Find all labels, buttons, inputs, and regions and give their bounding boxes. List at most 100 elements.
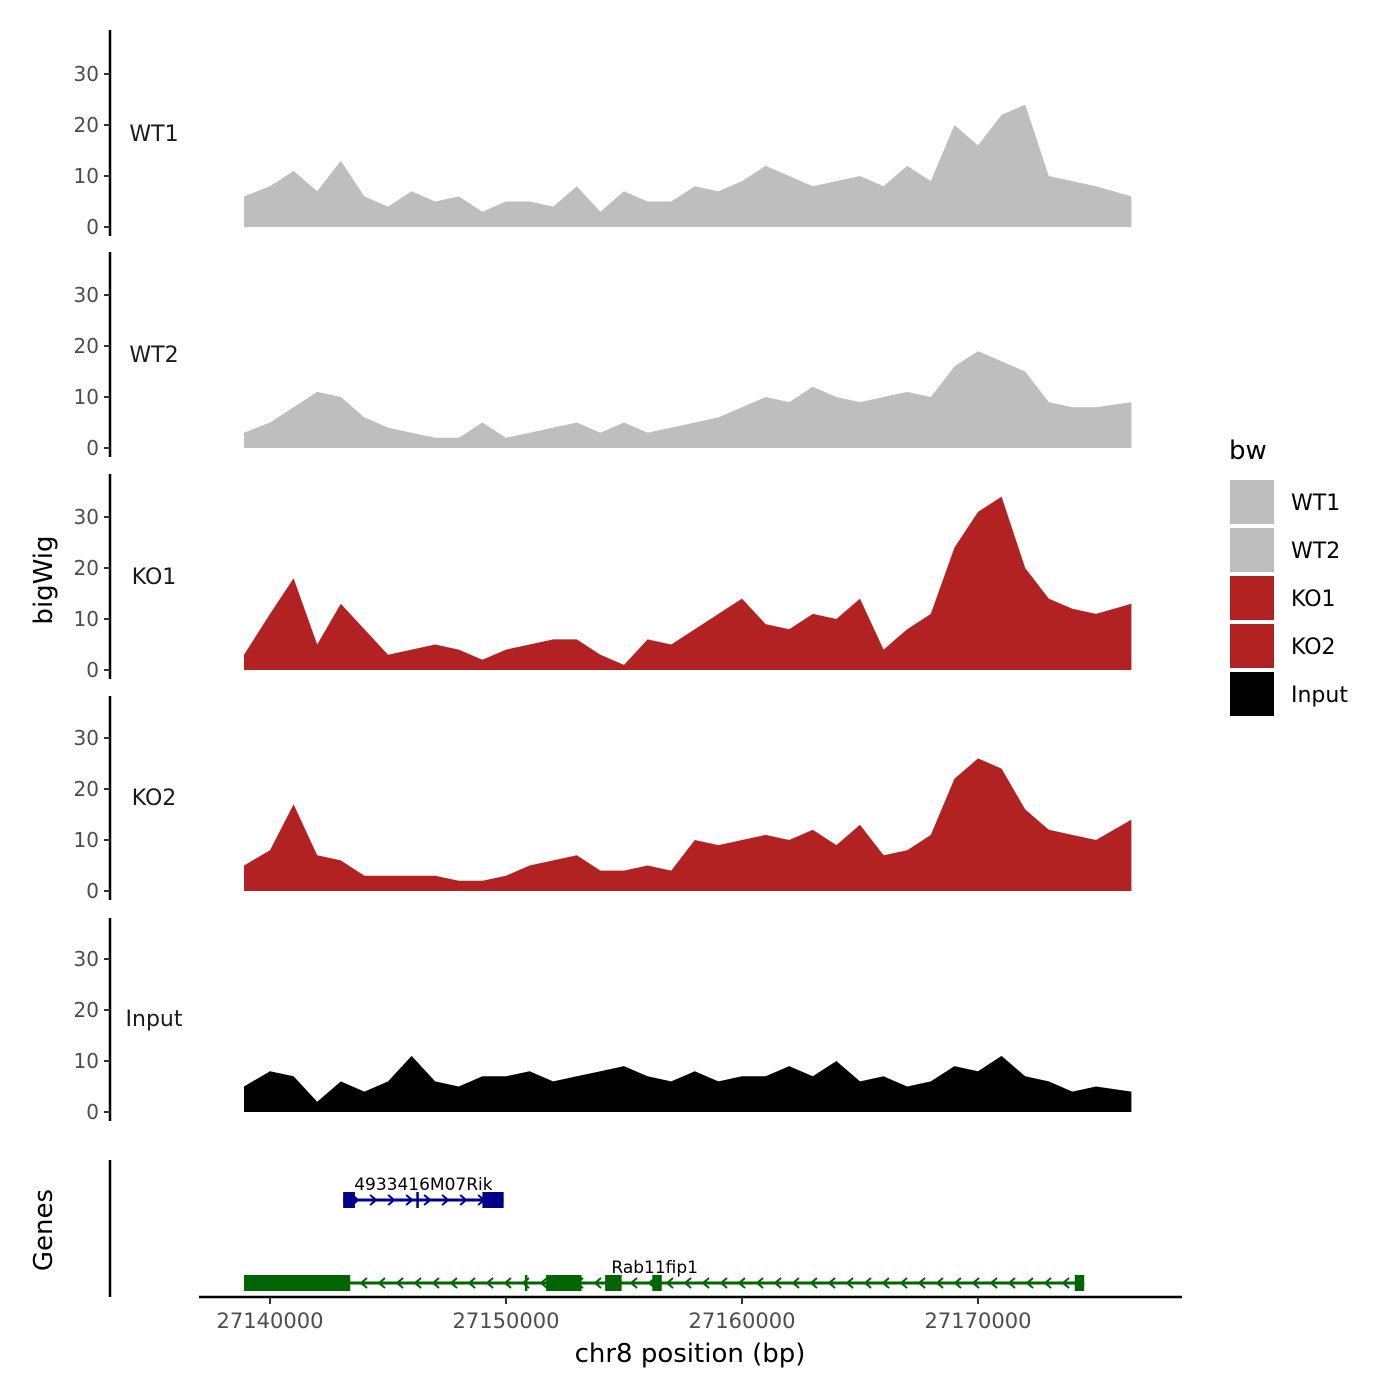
track-label: WT1 — [129, 122, 178, 147]
strand-chevron — [773, 1277, 782, 1289]
gene-exon — [652, 1275, 662, 1291]
x-axis-title: chr8 position (bp) — [575, 1339, 806, 1369]
strand-chevron — [809, 1277, 818, 1289]
track-input: 0 10 20 30 Input — [74, 918, 1132, 1124]
legend-item-input: Input — [1230, 672, 1348, 716]
y-tick-label: 20 — [74, 334, 99, 358]
bigwig-tracks: 0 10 20 30 WT1 0 10 20 30 WT2 0 10 20 30 KO1 0 10 20 30 KO2… — [74, 30, 1132, 1124]
legend-swatch — [1230, 576, 1274, 620]
strand-chevron — [431, 1277, 440, 1289]
genes-panel: 4933416M07Rik Rab11fip1 — [108, 1160, 1085, 1297]
y-tick-label: 20 — [74, 998, 99, 1022]
gene-exon — [343, 1192, 355, 1208]
y-tick-label: 10 — [74, 1049, 99, 1073]
strand-chevron — [917, 1277, 926, 1289]
legend-item-wt2: WT2 — [1230, 528, 1340, 572]
strand-chevron — [485, 1277, 494, 1289]
strand-chevron — [719, 1277, 728, 1289]
gene-exon — [244, 1275, 351, 1291]
track-area — [244, 758, 1132, 891]
strand-chevron — [665, 1277, 674, 1289]
strand-chevron — [441, 1194, 450, 1206]
y-tick-label: 0 — [86, 1100, 99, 1124]
track-area — [244, 351, 1132, 448]
y-tick-label: 20 — [74, 777, 99, 801]
gene-exon — [482, 1192, 504, 1208]
strand-chevron — [539, 1277, 548, 1289]
legend-title: bw — [1229, 436, 1267, 466]
gene-exon — [1074, 1275, 1085, 1291]
strand-chevron — [827, 1277, 836, 1289]
legend: bw WT1 WT2 KO1 KO2 Input — [1229, 436, 1348, 716]
strand-chevron — [737, 1277, 746, 1289]
y-tick-label: 30 — [74, 62, 99, 86]
track-area — [244, 1055, 1132, 1112]
legend-swatch — [1230, 672, 1274, 716]
x-tick-label: 27150000 — [453, 1309, 560, 1333]
track-label: Input — [126, 1007, 183, 1032]
track-wt2: 0 10 20 30 WT2 — [74, 252, 1132, 460]
strand-chevron — [683, 1277, 692, 1289]
strand-chevron — [629, 1277, 638, 1289]
legend-label: Input — [1291, 683, 1348, 708]
strand-chevron — [377, 1277, 386, 1289]
strand-chevron — [395, 1277, 404, 1289]
x-tick-label: 27140000 — [217, 1309, 324, 1333]
y-tick-label: 30 — [74, 505, 99, 529]
legend-swatch — [1230, 480, 1274, 524]
strand-chevron — [791, 1277, 800, 1289]
legend-label: KO2 — [1291, 635, 1336, 660]
strand-chevron — [449, 1277, 458, 1289]
strand-chevron — [405, 1194, 414, 1206]
gene-exon — [416, 1192, 419, 1208]
strand-chevron — [989, 1277, 998, 1289]
y-tick-label: 10 — [74, 385, 99, 409]
gene-exon — [605, 1275, 622, 1291]
track-ko1: 0 10 20 30 KO1 — [74, 474, 1132, 682]
y-tick-label: 0 — [86, 436, 99, 460]
legend-swatch — [1230, 528, 1274, 572]
track-label: KO2 — [132, 786, 177, 811]
x-axis: 27140000 27150000 27160000 27170000 — [199, 1295, 1182, 1333]
y-tick-label: 0 — [86, 879, 99, 903]
strand-chevron — [971, 1277, 980, 1289]
legend-item-wt1: WT1 — [1230, 480, 1340, 524]
strand-chevron — [1043, 1277, 1052, 1289]
gene-4933416m07rik: 4933416M07Rik — [343, 1175, 504, 1208]
x-tick-label: 27170000 — [925, 1309, 1032, 1333]
strand-chevron — [899, 1277, 908, 1289]
track-area — [244, 104, 1132, 227]
strand-chevron — [755, 1277, 764, 1289]
y-axis-title-genes: Genes — [29, 1189, 59, 1271]
legend-label: WT1 — [1291, 491, 1340, 516]
strand-chevron — [881, 1277, 890, 1289]
legend-label: KO1 — [1291, 587, 1336, 612]
strand-chevron — [387, 1194, 396, 1206]
legend-swatch — [1230, 624, 1274, 668]
y-tick-label: 20 — [74, 113, 99, 137]
gene-rab11fip1: Rab11fip1 — [244, 1258, 1085, 1291]
y-tick-label: 0 — [86, 215, 99, 239]
y-tick-label: 30 — [74, 726, 99, 750]
strand-chevron — [953, 1277, 962, 1289]
x-tick-label: 27160000 — [689, 1309, 796, 1333]
strand-chevron — [459, 1194, 468, 1206]
y-tick-label: 10 — [74, 607, 99, 631]
track-label: KO1 — [132, 565, 177, 590]
strand-chevron — [1061, 1277, 1070, 1289]
track-ko2: 0 10 20 30 KO2 — [74, 696, 1132, 903]
strand-chevron — [935, 1277, 944, 1289]
strand-chevron — [845, 1277, 854, 1289]
strand-chevron — [413, 1277, 422, 1289]
track-area — [244, 496, 1132, 670]
strand-chevron — [1025, 1277, 1034, 1289]
strand-chevron — [369, 1194, 378, 1206]
gene-label: Rab11fip1 — [611, 1258, 698, 1278]
strand-chevron — [467, 1277, 476, 1289]
strand-chevron — [701, 1277, 710, 1289]
legend-label: WT2 — [1291, 539, 1340, 564]
strand-chevron — [1007, 1277, 1016, 1289]
y-tick-label: 30 — [74, 283, 99, 307]
y-tick-label: 10 — [74, 828, 99, 852]
